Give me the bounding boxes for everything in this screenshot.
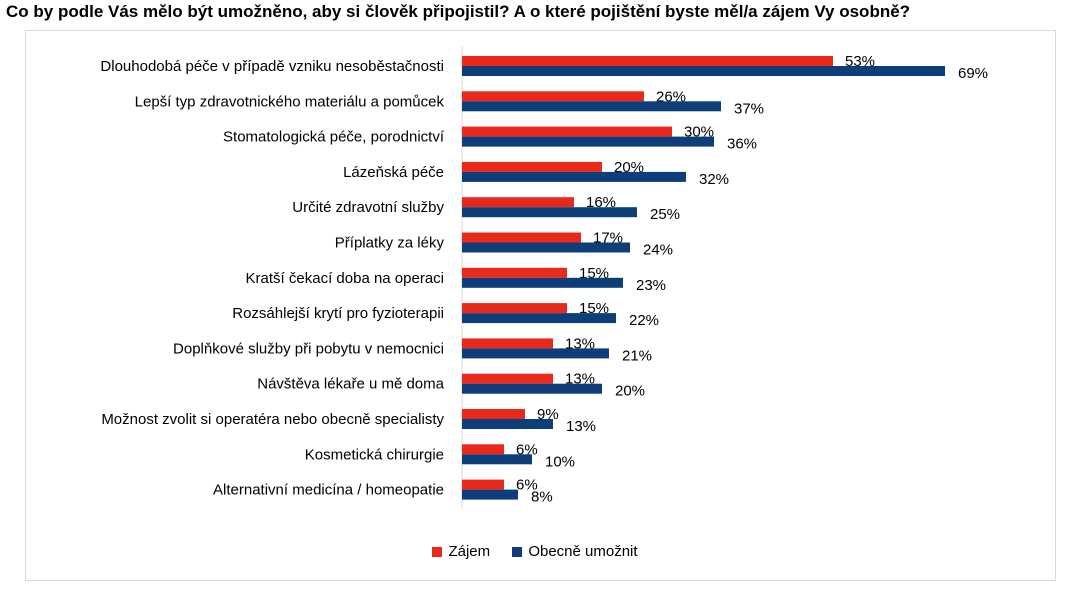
legend-swatch-zajem (432, 546, 443, 557)
category-label: Kosmetická chirurgie (305, 446, 444, 463)
data-label-obecne-umoznit: 37% (734, 100, 764, 117)
category-label: Určité zdravotní služby (292, 199, 444, 216)
data-label-zajem: 16% (586, 194, 616, 211)
data-label-zajem: 6% (516, 477, 538, 494)
data-label-obecne-umoznit: 10% (545, 453, 575, 470)
data-label-zajem: 20% (614, 159, 644, 176)
category-label: Možnost zvolit si operatéra nebo obecně … (101, 411, 444, 428)
bar-obecne-umoznit (462, 489, 518, 500)
bar-obecne-umoznit (462, 207, 637, 218)
data-label-obecne-umoznit: 21% (622, 347, 652, 364)
legend-swatch-obecne-umoznit (512, 546, 523, 557)
category-label: Kratší čekací doba na operaci (246, 270, 444, 287)
category-label: Stomatologická péče, porodnictví (223, 129, 445, 146)
data-label-zajem: 30% (684, 124, 714, 141)
data-label-zajem: 13% (565, 371, 595, 388)
data-label-zajem: 6% (516, 441, 538, 458)
bar-obecne-umoznit (462, 242, 630, 253)
data-label-obecne-umoznit: 13% (566, 418, 596, 435)
category-label: Lepší typ zdravotnického materiálu a pom… (135, 93, 445, 110)
data-label-obecne-umoznit: 36% (727, 136, 757, 153)
chart-title: Co by podle Vás mělo být umožněno, aby s… (6, 2, 911, 21)
category-label: Příplatky za léky (335, 234, 445, 251)
data-label-zajem: 26% (656, 88, 686, 105)
legend-item-zajem: Zájem (432, 543, 490, 560)
bar-zajem (462, 479, 504, 490)
bar-zajem (462, 338, 553, 349)
bar-zajem (462, 232, 581, 243)
bar-obecne-umoznit (462, 277, 623, 288)
data-label-obecne-umoznit: 24% (643, 241, 673, 258)
bar-obecne-umoznit (462, 313, 616, 324)
data-label-zajem: 53% (845, 53, 875, 70)
bar-zajem (462, 197, 574, 208)
bar-zajem (462, 409, 525, 419)
category-label: Dlouhodobá péče v případě vzniku nesoběs… (100, 58, 444, 75)
bar-zajem (462, 126, 672, 137)
data-label-obecne-umoznit: 22% (629, 312, 659, 329)
data-label-obecne-umoznit: 69% (958, 65, 988, 82)
data-label-zajem: 15% (579, 265, 609, 282)
bar-zajem (462, 373, 553, 384)
bar-zajem (462, 303, 567, 314)
data-label-obecne-umoznit: 20% (615, 383, 645, 400)
data-label-obecne-umoznit: 32% (699, 171, 729, 188)
chart-frame (25, 30, 1056, 581)
legend-label-zajem: Zájem (448, 543, 491, 560)
bar-zajem (462, 267, 567, 278)
bar-obecne-umoznit (462, 454, 532, 465)
data-label-zajem: 13% (565, 335, 595, 352)
bar-obecne-umoznit (462, 101, 721, 112)
data-label-zajem: 17% (593, 229, 623, 246)
bar-obecne-umoznit (462, 136, 714, 147)
bar-obecne-umoznit (462, 348, 609, 359)
data-label-obecne-umoznit: 23% (636, 277, 666, 294)
category-label: Návštěva lékaře u mě doma (257, 376, 444, 393)
data-label-zajem: 9% (537, 406, 559, 423)
bar-obecne-umoznit (462, 383, 602, 394)
data-label-obecne-umoznit: 25% (650, 206, 680, 223)
category-label: Alternativní medicína / homeopatie (213, 482, 444, 499)
category-label: Rozsáhlejší krytí pro fyzioterapii (232, 305, 444, 322)
bar-zajem (462, 91, 644, 102)
legend-label-obecne-umoznit: Obecně umožnit (528, 543, 638, 560)
bar-obecne-umoznit (462, 171, 686, 182)
legend-item-obecne-umoznit: Obecně umožnit (512, 543, 638, 560)
bar-zajem (462, 161, 602, 172)
bar-zajem (462, 56, 833, 66)
category-label: Lázeňská péče (343, 164, 444, 181)
data-label-obecne-umoznit: 8% (531, 489, 553, 506)
bar-zajem (462, 444, 504, 455)
legend: Zájem Obecně umožnit (0, 543, 1070, 561)
category-label: Doplňkové služby při pobytu v nemocnici (173, 340, 444, 357)
bar-obecne-umoznit (462, 419, 553, 429)
bar-obecne-umoznit (462, 66, 945, 76)
data-label-zajem: 15% (579, 300, 609, 317)
